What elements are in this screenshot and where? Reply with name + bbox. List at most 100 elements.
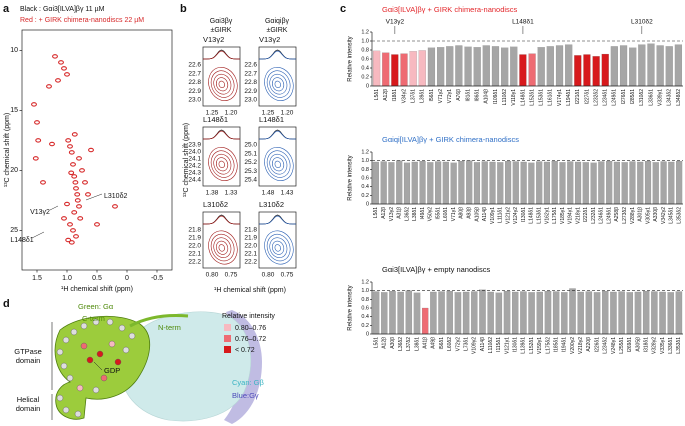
y-tick-label: 0.8 — [361, 297, 369, 303]
legend-swatch — [224, 335, 231, 342]
structure-label: Green: Gα — [78, 302, 114, 311]
bar — [619, 45, 628, 87]
x-tick-label: 1.43 — [281, 190, 294, 197]
x-tick-label: V339γ1 — [657, 89, 663, 106]
x-tick-label: 0.5 — [92, 275, 102, 282]
contour — [274, 80, 281, 89]
x-tick-label: V71γ1 — [451, 207, 457, 221]
y-tick-label: 0.4 — [361, 65, 369, 71]
bar — [437, 47, 445, 87]
peak — [55, 78, 61, 83]
residue-sphere — [60, 362, 68, 370]
residue-sphere — [66, 374, 74, 382]
y-tick-label: 24.2 — [188, 163, 201, 170]
peak — [68, 170, 75, 176]
bar — [621, 162, 628, 205]
bar — [644, 161, 652, 205]
bar — [582, 162, 589, 205]
y-tick-label: 0.2 — [361, 74, 369, 80]
residue-sphere — [76, 384, 84, 392]
x-tick-label: I86δ1 — [475, 89, 481, 102]
residue-sphere — [80, 322, 88, 330]
y-tick-label: 23.0 — [244, 97, 257, 104]
annotation-line — [31, 231, 45, 239]
peak — [67, 222, 73, 227]
peak — [61, 66, 67, 71]
x-tick-label: L37δ1 — [410, 89, 416, 103]
contour — [269, 237, 288, 258]
x-tick-label: A93β — [467, 207, 473, 219]
x-tick-label: I115δ1 — [496, 337, 502, 352]
y-tick-label: 21.8 — [244, 227, 257, 234]
x-tick-label: L345δ1 — [669, 207, 675, 224]
x-tick-label: 0.75 — [225, 272, 238, 279]
y-tick-label: 0 — [366, 201, 369, 207]
contour — [210, 70, 235, 98]
x-tick-label: L73δ1 — [463, 337, 469, 351]
x-tick-label: I49δ1 — [420, 207, 426, 220]
y-tick-label: 20 — [10, 167, 18, 174]
bar — [397, 291, 404, 335]
panel-label: b — [180, 3, 187, 15]
peak — [67, 144, 73, 149]
chart-title: Gαi3[ILVA]βγ + empty nanodiscs — [382, 265, 490, 274]
x-tick-label: L249δ1 — [606, 207, 612, 224]
y-tick-label: 25 — [10, 227, 18, 234]
spectrum-frame — [202, 46, 241, 107]
y-tick-label: 22.1 — [244, 251, 257, 258]
contour — [210, 150, 235, 178]
y-tick-label: 0.2 — [361, 323, 369, 329]
x-tick-label: L353δ1 — [676, 337, 682, 354]
y-tick-label: 22.9 — [244, 88, 257, 95]
x-tick-label: L175δ1 — [552, 207, 558, 224]
x-tick-label: I227δ1 — [584, 89, 590, 105]
x-tick-label: V218γ2 — [578, 337, 584, 354]
x-tick-label: A76β — [456, 89, 462, 101]
bar — [674, 44, 683, 87]
bar — [552, 291, 560, 335]
bar — [418, 50, 426, 87]
x-tick-label: L310δ2 — [639, 89, 645, 106]
bar — [372, 50, 381, 87]
x-tick-label: V218γ1 — [575, 207, 581, 224]
bar — [659, 291, 666, 335]
x-axis-label: ¹H chemical shift (ppm) — [214, 287, 286, 294]
x-tick-label: V34γ2 — [401, 89, 407, 103]
structure-label: GDP — [104, 366, 120, 375]
peak-annotation: L310δ2 — [104, 193, 127, 200]
residue-sphere — [56, 394, 64, 402]
contour — [266, 150, 291, 178]
spectrum-frame — [258, 126, 297, 187]
bar — [380, 161, 387, 205]
residue-sphere — [96, 350, 104, 358]
y-tick-label: 22.2 — [188, 259, 201, 266]
bar — [405, 290, 413, 335]
y-tick-label: 0.4 — [361, 314, 369, 320]
x-tick-label: L273δ2 — [622, 207, 628, 224]
y-tick-label: 0 — [366, 83, 369, 89]
y-tick-label: 22.7 — [244, 70, 257, 77]
residue-sphere — [92, 318, 100, 326]
bar — [565, 44, 573, 87]
x-tick-label: 1.25 — [206, 110, 219, 117]
x-tick-label: V13γ2 — [389, 207, 395, 221]
legend-line: Black : Gαi3[ILVA]βγ 11 µM — [20, 6, 105, 13]
x-tick-label: 0.80 — [206, 272, 219, 279]
x-tick-label: A31β — [397, 207, 403, 219]
x-tick-label: 1.33 — [225, 190, 238, 197]
bar — [590, 162, 597, 205]
column-header: Gαi3βγ — [210, 18, 233, 25]
x-tick-label: A301β — [638, 207, 644, 222]
bar-annotation: L310δ2 — [631, 19, 653, 26]
x-tick-label: A104β — [484, 89, 490, 104]
bar — [638, 44, 646, 87]
structure-label: GTPase — [14, 347, 42, 356]
y-tick-label: 1.0 — [361, 288, 369, 294]
legend-line: Red : + GIRK chimera-nanodiscs 22 µM — [20, 17, 144, 24]
column-header: ±GIRK — [267, 27, 288, 34]
x-tick-label: 1.0 — [62, 275, 72, 282]
peak — [64, 201, 70, 207]
slice-color — [203, 130, 240, 140]
bar — [676, 161, 683, 205]
legend-swatch — [224, 346, 231, 353]
